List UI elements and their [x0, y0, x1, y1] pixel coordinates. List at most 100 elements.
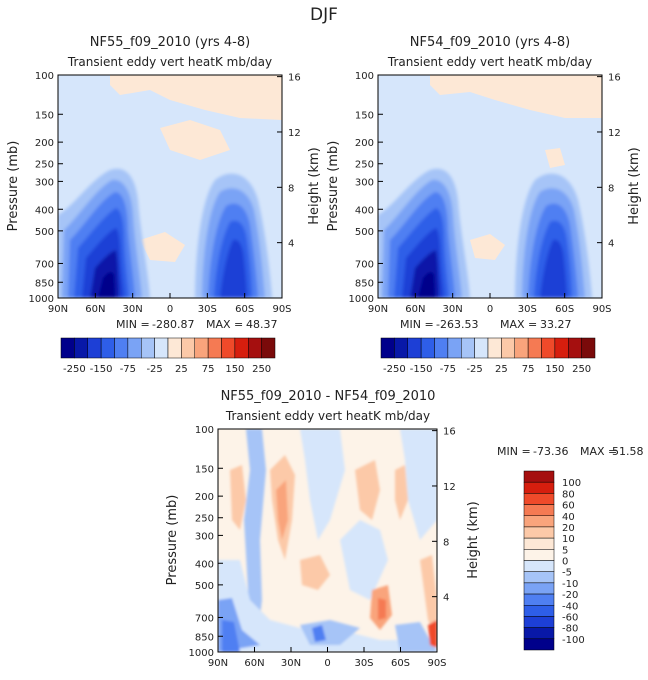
panel-nf55-colorbar-label: 75	[202, 364, 215, 375]
panel-nf55-htick-label: 12	[288, 128, 301, 139]
panel-nf54-ylabel-right: Height (km)	[627, 147, 642, 224]
panel-nf55-colorbar-swatch	[181, 337, 195, 359]
panel-nf55-htick-label: 16	[288, 73, 301, 84]
panel-diff-colorbar-swatch	[523, 537, 555, 550]
panel-diff-yticks: 100 150 200 250 300 400 500 700 850 1000	[189, 425, 223, 659]
panel-diff-ytick-label: 500	[195, 581, 214, 592]
panel-nf54-ytick-label: 150	[355, 110, 374, 121]
panel-nf55-max-value: 48.37	[246, 318, 278, 331]
panel-nf54-min-value: -263.53	[436, 318, 478, 331]
panel-nf54-xtick-label: 90N	[368, 304, 388, 315]
panel-nf55-ylabel-right: Height (km)	[307, 147, 322, 224]
panel-nf54-colorbar-label: 25	[495, 364, 508, 375]
panel-diff-colorbar-label: 100	[562, 478, 581, 489]
panel-nf54-colorbar-swatch	[420, 337, 435, 359]
panel-diff-colorbar-swatch	[523, 582, 555, 595]
panel-nf55-subtitle: Transient eddy vert heatK mb/day	[67, 55, 272, 69]
panel-nf55-title: NF55_f09_2010 (yrs 4-8)	[90, 35, 250, 50]
panel-nf55-colorbar	[60, 337, 276, 359]
panel-nf55-colorbar-swatch	[100, 337, 115, 359]
panel-nf54-colorbar-label: -25	[466, 364, 482, 375]
panel-diff-colorbar-swatch	[523, 515, 555, 528]
panel-nf55-xtick-label: 90S	[272, 304, 291, 315]
panel-nf55-htick-label: 8	[288, 183, 294, 194]
panel-nf55-colorbar-label: 25	[175, 364, 188, 375]
panel-diff-title: NF55_f09_2010 - NF54_f09_2010	[221, 389, 436, 404]
panel-diff-hticks: 16 12 8 4	[432, 427, 456, 604]
panel-nf54-ytick-label: 500	[355, 227, 374, 238]
panel-nf54-colorbar-swatch	[541, 337, 556, 359]
panel-nf55-xtick-label: 60S	[235, 304, 254, 315]
panel-nf54-ytick-label: 850	[355, 278, 374, 289]
panel-nf54-xtick-label: 90S	[592, 304, 611, 315]
panel-nf54-title: NF54_f09_2010 (yrs 4-8)	[410, 35, 570, 50]
panel-nf54-xtick-label: 60N	[405, 304, 425, 315]
panel-diff-colorbar-swatch	[523, 627, 555, 640]
panel-nf55-colorbar-label: 250	[252, 364, 271, 375]
panel-nf54-colorbar-swatch	[581, 337, 596, 359]
panel-nf54-ytick-label: 700	[355, 259, 374, 270]
panel-diff-ytick-label: 1000	[189, 648, 214, 659]
panel-nf55-htick-label: 4	[288, 239, 294, 250]
panel-diff-htick-label: 8	[443, 537, 449, 548]
panel-nf55-colorbar-swatch	[207, 337, 222, 359]
panel-nf54-colorbar-swatch	[487, 337, 502, 359]
panel-nf54-colorbar-swatch	[474, 337, 489, 359]
panel-nf55-colorbar-swatch	[167, 337, 182, 359]
panel-nf54-xticks: 90N 60N 30N 0 30S 60S 90S	[368, 293, 612, 315]
panel-nf54-yticks: 100 150 200 250 300 400 500 700 850 1000	[349, 71, 383, 305]
panel-diff-colorbar-label: 40	[562, 512, 575, 523]
panel-diff-xtick-label: 90S	[427, 658, 446, 669]
panel-nf54-colorbar-swatch	[394, 337, 408, 359]
panel-nf55-colorbar-swatch	[60, 337, 75, 359]
panel-nf55-ylabel: Pressure (mb)	[6, 141, 21, 232]
panel-diff-ylabel-right: Height (km)	[466, 501, 481, 578]
panel-nf55-colorbar-swatch	[248, 337, 262, 359]
panel-diff-ytick-label: 400	[195, 559, 214, 570]
panel-diff-colorbar-swatch	[523, 560, 555, 572]
panel-nf55-max-label: MAX =	[206, 318, 243, 331]
panel-nf55-colorbar-labels: -250 -150 -75 -25 25 75 150 250	[63, 364, 271, 375]
panel-diff-colorbar-label: -100	[562, 635, 585, 646]
panel-nf55-ytick-label: 1000	[29, 294, 54, 305]
panel-nf54-colorbar-swatch	[434, 337, 449, 359]
panel-nf54-colorbar-label: -75	[440, 364, 456, 375]
panel-nf54-colorbar-label: 75	[522, 364, 535, 375]
panel-nf54-ylabel: Pressure (mb)	[326, 141, 341, 232]
panel-diff-colorbar-label: -60	[562, 612, 578, 623]
panel-nf54-max-label: MAX =	[500, 318, 537, 331]
panel-diff-ytick-label: 100	[195, 425, 214, 436]
panel-nf54-ytick-label: 300	[355, 177, 374, 188]
panel-diff-ytick-label: 250	[195, 514, 214, 525]
panel-nf55-ytick-label: 400	[35, 205, 54, 216]
panel-nf55-colorbar-label: -25	[146, 364, 162, 375]
panel-nf54-ytick-label: 400	[355, 205, 374, 216]
panel-nf54-colorbar-swatch	[407, 337, 422, 359]
panel-diff-field	[218, 429, 437, 652]
panel-diff-min-value: -73.36	[533, 445, 568, 458]
panel-nf55-colorbar-swatch	[87, 337, 102, 359]
panel-nf54-hticks: 16 12 8 4	[597, 73, 621, 250]
panel-nf55-xtick-label: 30N	[123, 304, 143, 315]
panel-diff-colorbar-swatch	[523, 616, 555, 628]
panel-nf54-xtick-label: 60S	[555, 304, 574, 315]
panel-nf55-colorbar-swatch	[194, 337, 209, 359]
panel-diff-subtitle: Transient eddy vert heatK mb/day	[225, 409, 430, 423]
panel-nf55-colorbar-label: -75	[120, 364, 136, 375]
panel-nf55-hticks: 16 12 8 4	[277, 73, 301, 250]
panel-nf54-colorbar-swatch	[514, 337, 529, 359]
panel-diff-colorbar-swatch	[523, 605, 555, 617]
panel-diff-colorbar-swatch	[523, 493, 555, 505]
panel-diff-colorbar-label: -80	[562, 624, 578, 635]
panel-nf54-xtick-label: 0	[487, 304, 493, 315]
panel-diff-max-label: MAX =	[580, 445, 617, 458]
panel-diff-ytick-label: 700	[195, 613, 214, 624]
panel-nf54-ytick-label: 250	[355, 160, 374, 171]
panel-nf55-colorbar-swatch	[154, 337, 169, 359]
panel-nf54-field	[378, 75, 602, 298]
panel-nf55: NF55_f09_2010 (yrs 4-8) Transient eddy v…	[6, 35, 322, 375]
panel-diff-colorbar-swatch	[523, 549, 555, 561]
panel-diff-colorbar-swatch	[523, 638, 555, 651]
panel-diff-colorbar-label: -10	[562, 579, 578, 590]
